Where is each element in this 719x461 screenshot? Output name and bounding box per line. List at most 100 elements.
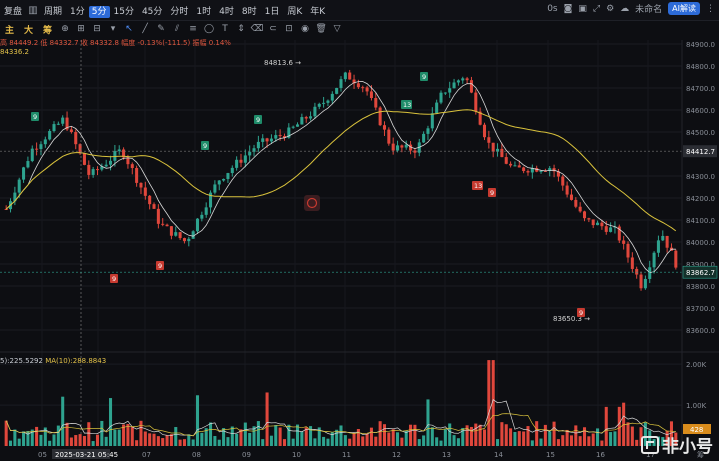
- td-marker-label-1: 9: [203, 142, 207, 150]
- td-marker-label-9: 9: [579, 309, 583, 317]
- ma-short-line: [5, 81, 676, 274]
- compare-icon[interactable]: ⊞: [77, 24, 85, 34]
- time-label-6: 12: [392, 451, 401, 459]
- more-icon[interactable]: ⋮: [706, 3, 715, 14]
- volume-bar-84: [369, 427, 373, 446]
- volume-bar-25: [113, 429, 117, 446]
- volume-bar-65: [287, 424, 291, 446]
- volume-bar-119: [522, 431, 526, 446]
- right-tools: 0s ◙ ▣ ⤢ ⚙ ☁ 未命名 AI解读 ⋮: [547, 2, 715, 15]
- volume-bar-0: [4, 420, 8, 446]
- volume-bar-5: [26, 430, 30, 446]
- candle-body-114: [500, 148, 504, 158]
- volume-bar-63: [278, 427, 282, 446]
- candle-body-25: [113, 151, 117, 161]
- candle-body-24: [109, 160, 113, 165]
- candle-body-150: [656, 240, 660, 253]
- candle-body-109: [478, 111, 482, 125]
- candle-body-56: [248, 151, 252, 156]
- price-tick-9: 83900.0: [686, 261, 715, 269]
- tool-chips[interactable]: 筹: [43, 25, 53, 36]
- fullscreen-icon[interactable]: ⤢: [592, 3, 601, 14]
- period-tab-5[interactable]: 1时: [196, 6, 212, 17]
- volume-bar-28: [126, 424, 130, 446]
- volume-ma10-line: [5, 413, 676, 437]
- pen-tool-icon[interactable]: ✎: [157, 24, 165, 34]
- line-tool-icon[interactable]: ╱: [142, 24, 148, 34]
- volume-bar-125: [548, 431, 552, 446]
- gear-icon[interactable]: ⚙: [606, 3, 615, 14]
- volume-bar-29: [130, 427, 134, 446]
- candle-body-28: [126, 157, 130, 165]
- candle-body-63: [278, 135, 282, 137]
- candle-body-105: [461, 78, 465, 81]
- tool-main[interactable]: 主: [5, 25, 15, 36]
- time-axis-bg: [0, 448, 719, 461]
- volume-bar-138: [604, 406, 608, 446]
- eraser-tool-icon[interactable]: ⌫: [250, 24, 264, 34]
- measure-tool-icon[interactable]: ⇕: [237, 24, 245, 34]
- volume-bar-31: [139, 420, 143, 446]
- candle-body-115: [504, 157, 508, 164]
- cursor-icon[interactable]: ↖: [125, 24, 133, 34]
- layout-name[interactable]: 未命名: [635, 5, 663, 15]
- lock-icon[interactable]: ⊡: [285, 24, 293, 34]
- candle-body-89: [391, 143, 395, 151]
- text-tool-icon[interactable]: T: [222, 24, 228, 34]
- candle-body-138: [604, 226, 608, 232]
- candle-body-49: [217, 180, 221, 185]
- time-crosshair-box: [52, 449, 110, 459]
- period-tab-1[interactable]: 5分: [88, 5, 110, 18]
- tool-big[interactable]: 大: [24, 25, 34, 36]
- grid-icon[interactable]: ⊟: [93, 24, 101, 34]
- volume-bar-148: [648, 430, 652, 446]
- fib-tool-icon[interactable]: ≡: [189, 24, 197, 34]
- candle-body-41: [182, 238, 186, 242]
- period-tab-10[interactable]: 年K: [310, 6, 326, 17]
- ai-button[interactable]: AI解读: [668, 2, 700, 15]
- candle-body-31: [139, 182, 143, 188]
- shape-tool-icon[interactable]: ◯: [204, 24, 215, 34]
- td-marker-9: [577, 308, 585, 317]
- channel-tool-icon[interactable]: ⫽: [175, 24, 180, 34]
- cloud-icon[interactable]: ☁: [620, 3, 630, 14]
- candle-body-71: [313, 106, 317, 117]
- period-tab-4[interactable]: 分时: [170, 6, 189, 17]
- volume-bar-89: [391, 429, 395, 446]
- volume-bar-79: [348, 438, 352, 446]
- period-menu[interactable]: 周期: [44, 6, 63, 17]
- period-tab-9[interactable]: 周K: [287, 6, 303, 17]
- volume-bar-35: [156, 436, 160, 446]
- candle-body-103: [452, 82, 456, 89]
- period-tab-8[interactable]: 1日: [264, 6, 280, 17]
- period-tab-2[interactable]: 15分: [113, 6, 134, 17]
- layout-icon[interactable]: ▣: [578, 3, 587, 14]
- eye-icon[interactable]: ◉: [301, 24, 309, 34]
- candle-chart-icon[interactable]: ▥: [28, 4, 38, 16]
- period-tab-7[interactable]: 8时: [241, 6, 257, 17]
- volume-bar-96: [422, 435, 426, 446]
- filter-icon[interactable]: ▽: [333, 24, 341, 34]
- volume-bar-44: [195, 395, 200, 446]
- td-marker-2: [254, 115, 262, 124]
- camera-icon[interactable]: ◙: [563, 3, 573, 14]
- candle-body-132: [578, 206, 582, 212]
- candle-body-149: [652, 252, 656, 268]
- period-tab-6[interactable]: 4时: [219, 6, 234, 17]
- volume-info: 5):225.5292 MA(10):288.8843: [0, 357, 106, 365]
- period-tab-0[interactable]: 1分: [70, 6, 85, 17]
- period-tab-3[interactable]: 45分: [141, 6, 163, 17]
- volume-bar-88: [387, 432, 391, 446]
- volume-bar-37: [165, 435, 169, 446]
- candle-body-148: [648, 267, 652, 279]
- magnet-icon[interactable]: ⊂: [269, 24, 277, 34]
- volume-bar-115: [504, 424, 508, 446]
- trash-icon[interactable]: 🗑: [315, 24, 327, 34]
- indicator-icon[interactable]: ⊕: [61, 24, 69, 34]
- volume-bar-149: [652, 439, 656, 446]
- candle-body-94: [413, 150, 417, 153]
- dropdown-icon[interactable]: ▾: [110, 24, 116, 34]
- replay-button[interactable]: 复盘: [4, 6, 23, 17]
- candle-body-116: [509, 163, 513, 166]
